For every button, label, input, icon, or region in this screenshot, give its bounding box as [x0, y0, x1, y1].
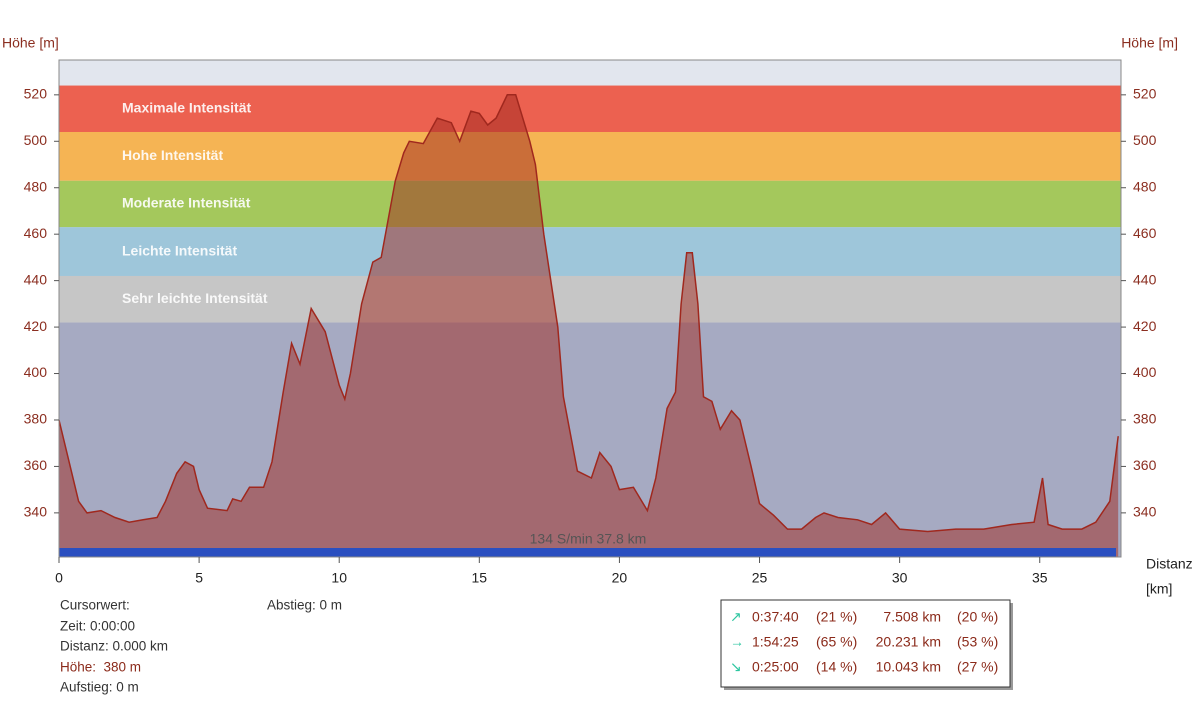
table-cell: (21 %): [816, 609, 857, 625]
y2-tick-label: 440: [1133, 271, 1157, 287]
band-label: Leichte Intensität: [122, 242, 237, 258]
table-cell: 0:25:00: [752, 659, 799, 675]
y-tick-label: 400: [24, 364, 48, 380]
y-axis-label: Höhe [m]: [2, 35, 59, 51]
x-axis-label: Distanz: [1146, 556, 1193, 572]
x-tick-label: 15: [472, 570, 488, 586]
annotation: 134 S/min 37.8 km: [530, 531, 647, 547]
y2-tick-label: 340: [1133, 504, 1157, 520]
bottom-bar: [59, 548, 1116, 557]
cursor-descent: Abstieg: 0 m: [267, 598, 342, 613]
table-cell: 10.043 km: [876, 659, 941, 675]
cursor-distance: Distanz: 0.000 km: [60, 639, 168, 654]
band-label: Moderate Intensität: [122, 195, 251, 211]
table-cell: 7.508 km: [883, 609, 941, 625]
x-tick-label: 25: [752, 570, 768, 586]
table-cell: (14 %): [816, 659, 857, 675]
cursor-title: Cursorwert:: [60, 598, 130, 613]
y-tick-label: 480: [24, 178, 48, 194]
arrow-down: ↘: [730, 659, 742, 675]
y2-tick-label: 420: [1133, 318, 1157, 334]
intensity-band: [59, 180, 1121, 228]
y-tick-label: 460: [24, 225, 48, 241]
band-label: Sehr leichte Intensität: [122, 290, 268, 306]
x-tick-label: 10: [331, 570, 347, 586]
band-label: Maximale Intensität: [122, 99, 251, 115]
intensity-band: [59, 131, 1121, 181]
y-tick-label: 340: [24, 504, 48, 520]
y2-tick-label: 360: [1133, 457, 1157, 473]
x-tick-label: 20: [612, 570, 628, 586]
intensity-band: [59, 85, 1121, 132]
y-tick-label: 500: [24, 132, 48, 148]
table-cell: (27 %): [957, 659, 998, 675]
y2-tick-label: 520: [1133, 86, 1157, 102]
y2-tick-label: 480: [1133, 178, 1157, 194]
y-tick-label: 440: [24, 271, 48, 287]
table-cell: (20 %): [957, 609, 998, 625]
table-cell: 1:54:25: [752, 634, 799, 650]
table-cell: 0:37:40: [752, 609, 799, 625]
intensity-band: [59, 227, 1121, 276]
x-tick-label: 30: [892, 570, 908, 586]
y-tick-label: 380: [24, 411, 48, 427]
cursor-time: Zeit: 0:00:00: [60, 619, 135, 634]
y2-tick-label: 380: [1133, 411, 1157, 427]
y-tick-label: 420: [24, 318, 48, 334]
elevation-area: [59, 94, 1119, 558]
y-tick-label: 520: [24, 86, 48, 102]
cursor-height: Höhe: 380 m: [60, 660, 141, 675]
intensity-band: [59, 275, 1121, 323]
y2-tick-label: 460: [1133, 225, 1157, 241]
band-label: Hohe Intensität: [122, 147, 223, 163]
table-cell: (53 %): [957, 634, 998, 650]
plot-border: [58, 59, 1122, 558]
x-tick-label: 35: [1032, 570, 1048, 586]
elevation-line: [58, 94, 1119, 533]
table-cell: 20.231 km: [876, 634, 941, 650]
y2-tick-label: 400: [1133, 364, 1157, 380]
summary-table: [720, 599, 1011, 688]
arrow-up: ↗: [730, 609, 742, 625]
arrow-flat: →: [730, 634, 744, 650]
y2-axis-label: Höhe [m]: [1121, 35, 1178, 51]
x-tick-label: 5: [195, 570, 203, 586]
y-tick-label: 360: [24, 457, 48, 473]
y2-tick-label: 500: [1133, 132, 1157, 148]
x-tick-label: 0: [55, 570, 63, 586]
table-cell: (65 %): [816, 634, 857, 650]
x-axis-unit: [km]: [1146, 581, 1172, 597]
cursor-ascent: Aufstieg: 0 m: [60, 680, 139, 695]
